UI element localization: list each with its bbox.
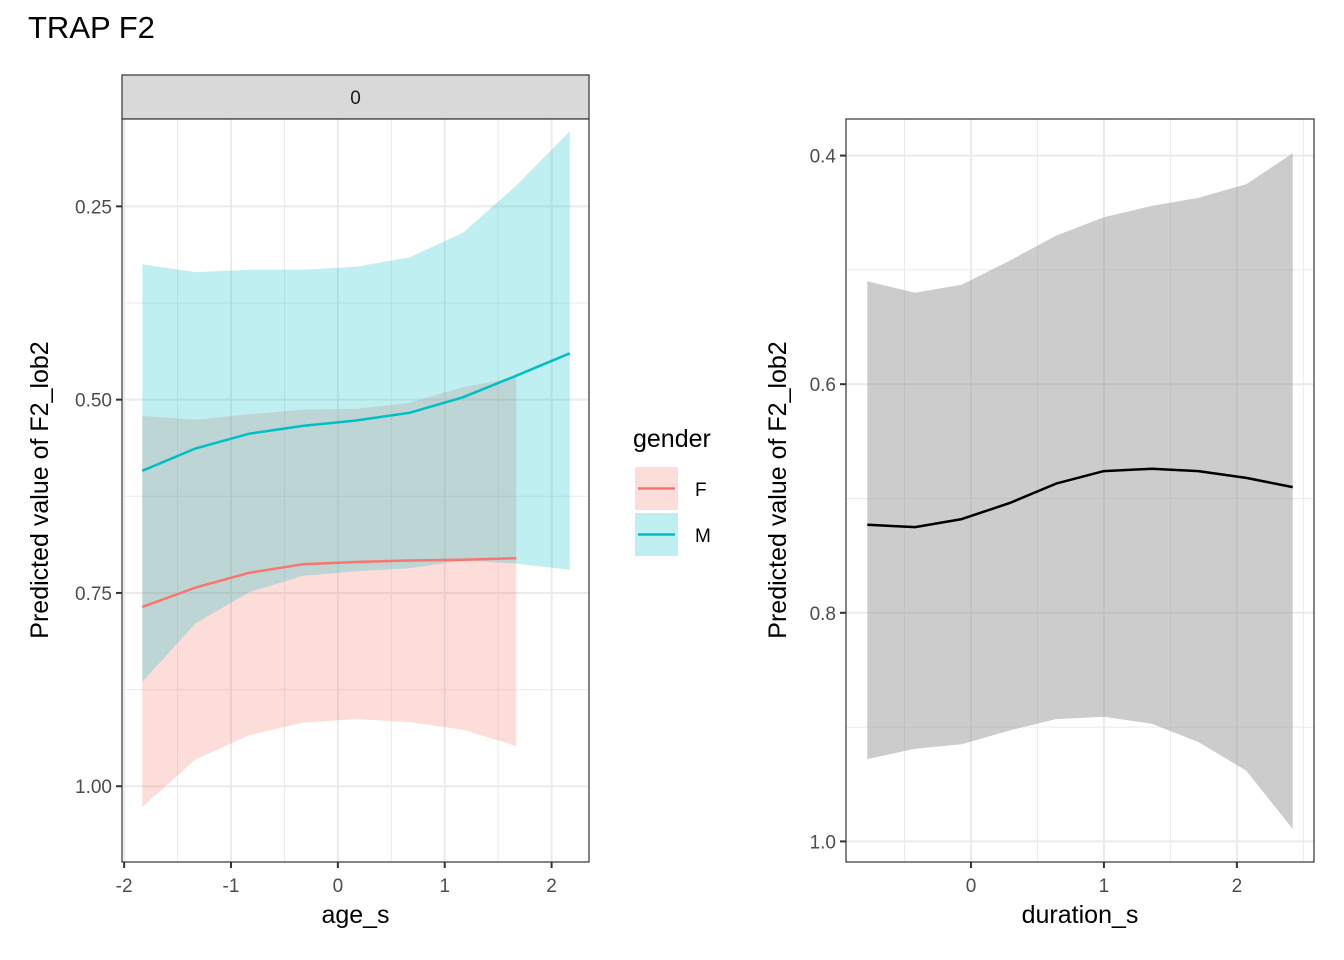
y-tick-label: 0.50 [75,391,112,412]
x-tick-label: 1 [439,876,450,897]
y-tick-label: 0.4 [810,147,837,168]
left-y-axis: 0.25 0.50 0.75 1.00 [75,197,122,798]
facet-strip-label: 0 [350,88,361,109]
x-tick-label: 2 [1232,876,1243,897]
ci-ribbon-M [142,131,570,682]
legend-title: gender [633,425,711,453]
y-tick-label: 0.6 [810,375,836,396]
x-tick-label: 2 [546,876,557,897]
y-tick-label: 1.00 [75,777,112,798]
left-x-axis-title: age_s [321,901,389,929]
right-x-axis: 0 1 2 [966,862,1242,897]
right-x-axis-title: duration_s [1022,901,1139,929]
right-lines [867,467,1293,529]
x-tick-label: 0 [333,876,344,897]
facet-strip [121,74,590,120]
legend: gender F M [633,425,711,556]
series-line-F [141,556,517,609]
right-ribbons [867,153,1293,829]
left-grid [122,119,589,862]
left-panel-border [121,118,590,863]
ci-ribbon-predicted [867,153,1293,829]
left-ribbons [142,131,570,808]
left-panel-age: 0 0.25 0.50 0.75 1.00 -2 -1 0 1 2 age_s Predict… [26,74,590,929]
right-panel-border [845,118,1315,863]
y-tick-label: 0.75 [75,584,112,605]
series-line-predicted [867,467,1293,529]
y-tick-label: 0.8 [810,604,836,625]
y-tick-label: 0.25 [75,197,112,218]
x-tick-label: -2 [116,876,133,897]
panel-background [122,119,589,862]
left-x-axis: -2 -1 0 1 2 [116,862,557,897]
legend-label-F: F [695,480,707,501]
x-tick-label: 0 [966,876,977,897]
series-line-M [141,352,571,472]
x-tick-label: -1 [223,876,240,897]
plot-title: TRAP F2 [28,10,155,45]
right-panel-duration: 0.4 0.6 0.8 1.0 0 1 2 duration_s Predicted va… [764,118,1315,929]
ci-ribbon-F [142,377,517,808]
left-y-axis-title: Predicted value of F2_lob2 [26,341,54,638]
y-tick-label: 1.0 [810,832,836,853]
legend-label-M: M [695,526,711,547]
left-lines [141,352,571,609]
x-tick-label: 1 [1099,876,1110,897]
right-y-axis: 0.4 0.6 0.8 1.0 [810,147,846,853]
right-y-axis-title: Predicted value of F2_lob2 [764,341,792,638]
